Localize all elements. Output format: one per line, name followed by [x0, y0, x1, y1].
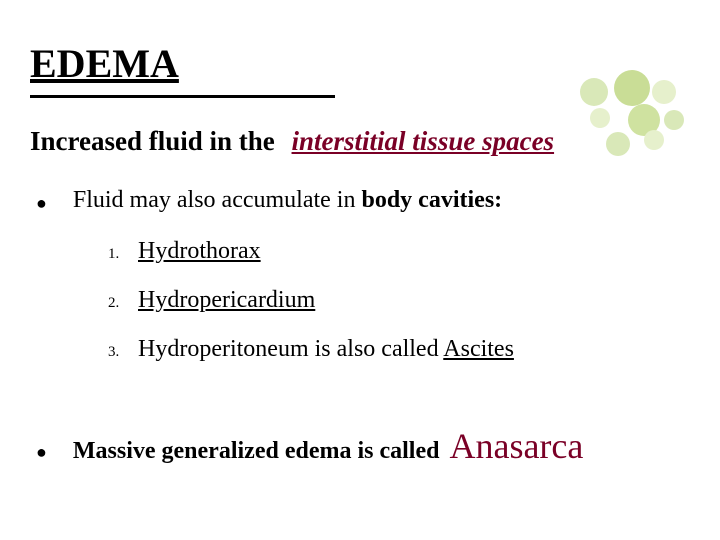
slide-title: EDEMA [30, 40, 690, 87]
bullet1-prefix: Fluid may also accumulate in [73, 187, 362, 213]
title-underline-rule [30, 95, 335, 98]
bullet1-bold: body cavities: [361, 187, 502, 213]
subtitle: Increased fluid in the interstitial tiss… [30, 126, 690, 157]
bullet-icon: ● [36, 442, 47, 463]
subtitle-highlight: interstitial tissue spaces [292, 126, 555, 156]
bullet-item-2: ● Massive generalized edema is called An… [30, 425, 690, 467]
bullet-icon: ● [36, 193, 47, 214]
list-item: 1. Hydrothorax [108, 238, 690, 265]
bullet-text: Fluid may also accumulate in body caviti… [73, 187, 502, 214]
list-text: Hydropericardium [138, 287, 315, 314]
final-text: Massive generalized edema is called [73, 438, 440, 465]
list-item: 2. Hydropericardium [108, 287, 690, 314]
spacer [30, 385, 690, 425]
numbered-list: 1. Hydrothorax 2. Hydropericardium 3. Hy… [30, 238, 690, 363]
final-highlight: Anasarca [449, 425, 583, 467]
list-number: 3. [108, 344, 138, 361]
list3-prefix: Hydroperitoneum is also called [138, 336, 443, 362]
list-item: 3. Hydroperitoneum is also called Ascite… [108, 336, 690, 363]
list-number: 2. [108, 295, 138, 312]
subtitle-plain: Increased fluid in the [30, 126, 275, 156]
list-number: 1. [108, 246, 138, 263]
list3-emph: Ascites [443, 336, 514, 362]
bullet-item-1: ● Fluid may also accumulate in body cavi… [30, 187, 690, 214]
slide: EDEMA Increased fluid in the interstitia… [0, 0, 720, 540]
list-text: Hydroperitoneum is also called Ascites [138, 336, 514, 363]
list-text: Hydrothorax [138, 238, 261, 265]
